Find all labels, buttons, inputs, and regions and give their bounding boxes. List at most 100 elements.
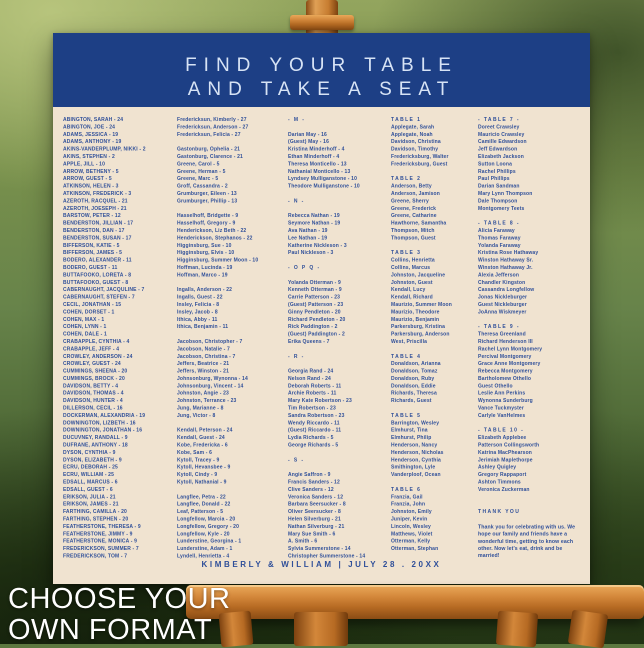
guest-entry: Ithica, Benjamin - 11 <box>177 324 229 330</box>
guest-entry: Maurizio, Summer Moon <box>391 301 452 308</box>
guest-entry: Greene, Catharine <box>391 213 437 219</box>
guest-entry: Anderson, Jamison <box>391 190 440 197</box>
guest-entry: Collins, Henrietta <box>391 257 435 264</box>
spacer <box>478 213 589 220</box>
guest-entry: Wendy Riccardo - 11 <box>288 420 340 426</box>
guest-entry: Patterson Collingsworth <box>478 442 540 449</box>
guest-entry: Mary Lynn Thompson <box>478 190 533 197</box>
guest-entry: Richards, Theresa <box>391 390 437 397</box>
guest-entry: Fredericksun, Kimberly - 27 <box>177 117 247 123</box>
guest-entry: Guest Nickleburger <box>478 301 527 308</box>
guest-entry: AKINS-VANDERPLUMP, NIKKI - 2 <box>63 146 146 153</box>
guest-entry: Vanderploof, Ocean <box>391 472 441 478</box>
spacer <box>288 346 389 353</box>
guest-entry: Jung, Marianne - 8 <box>177 405 224 412</box>
guest-entry: Ethan Minderhoff - 4 <box>288 153 340 160</box>
guest-entry: Gregory Rappaport <box>478 472 527 478</box>
guest-entry: FREDERICKSON, TOM - 7 <box>63 553 128 560</box>
thank-you-note: Thank you for celebrating with us. We ho… <box>478 524 576 559</box>
section-header: TABLE 1 <box>391 117 422 123</box>
guest-entry: Franzia, John <box>391 501 426 508</box>
guest-entry: Tim Robertson - 23 <box>288 405 336 412</box>
guest-entry: CROWLEY, ANDERSON - 24 <box>63 353 133 360</box>
guest-entry: Johnsonburg, Vincent - 14 <box>177 383 244 389</box>
guest-entry: Nathan Silverburg - 21 <box>288 523 345 530</box>
guest-entry: BENDERSTON, SUSAN - 17 <box>63 235 132 241</box>
guest-entry: Davidson, Timothy <box>391 146 439 153</box>
guest-entry: DOCKERMAN, ALEXANDRIA - 19 <box>63 412 146 419</box>
spacer <box>177 206 286 213</box>
guest-entry: Johnston, Terrance - 23 <box>177 398 237 404</box>
guest-entry: Hoffman, Marco - 19 <box>177 272 228 278</box>
guest-column-f-l: Fredericksun, Kimberly - 27 Fredericksun,… <box>177 117 286 561</box>
guest-entry: Jeffers, Winston - 21 <box>177 368 230 375</box>
couple-names-and-date: KIMBERLY & WILLIAM | JULY 28 . 20XX <box>201 560 442 569</box>
guest-entry: Alexia Jefferson <box>478 272 520 278</box>
guest-entry: AZEROTH, RACQUEL - 21 <box>63 198 128 204</box>
easel-right-leg <box>495 610 539 648</box>
guest-entry: Mauricio Crawsley <box>478 131 525 138</box>
guest-entry: Matthews, Violet <box>391 531 433 537</box>
guest-entry: BARSTOW, PETER - 12 <box>63 213 121 219</box>
section-header: - TABLE 10 - <box>478 427 525 434</box>
guest-entry: Cassandra Longfellow <box>478 287 535 293</box>
guest-entry: Jeff Edwardson <box>478 146 518 153</box>
guest-entry: Kytoll, Hevansbee - 9 <box>177 464 231 471</box>
guest-entry: Ingalls, Anderson - 22 <box>177 287 233 293</box>
guest-entry: BODERO, ALEXANDER - 11 <box>63 257 132 264</box>
guest-entry: ATKINSON, FREDERICK - 3 <box>63 190 132 197</box>
spacer <box>391 480 476 487</box>
guest-entry: Jung, Victor - 8 <box>177 412 216 419</box>
guest-entry: Paul Nickleson - 3 <box>288 250 334 256</box>
guest-entry: Lyndsey Mulliganstone - 10 <box>288 176 358 182</box>
guest-entry: Oliver Seersucker - 8 <box>288 509 341 515</box>
guest-entry: Ginny Pendleton - 20 <box>288 309 341 315</box>
spacer <box>288 258 389 265</box>
guest-entry: Darian Sandman <box>478 183 520 190</box>
guest-entry: DAVIDSON, THOMAS - 4 <box>63 390 124 397</box>
section-header: TABLE 6 <box>391 486 422 493</box>
guest-entry: Theodore Mulliganstone - 10 <box>288 183 360 190</box>
guest-entry: Jacobson, Christopher - 7 <box>177 338 243 345</box>
guest-entry: Maurizio, Theodore <box>391 309 440 315</box>
guest-entry: Georgia Rand - 24 <box>288 368 334 375</box>
guest-entry: Katherine Nickleson - 3 <box>288 242 347 249</box>
guest-entry: Donaldson, Ruby <box>391 375 435 382</box>
guest-entry: Sandra Robertson - 23 <box>288 412 345 419</box>
guest-entry: Elmhurst, Tina <box>391 427 428 434</box>
guest-entry: Maurizio, Benjamin <box>391 316 440 323</box>
guest-entry: Helen Silverburg - 21 <box>288 516 341 523</box>
guest-entry: Winston Hathaway Sr. <box>478 257 534 264</box>
guest-entry: Henderson, Cynthia <box>391 457 441 463</box>
spacer <box>391 243 476 250</box>
guest-entry: Applegate, Noah <box>391 131 433 138</box>
guest-entry: DYSON, ELIZABETH - 9 <box>63 457 122 463</box>
guest-entry: West, Priscilla <box>391 338 428 345</box>
guest-entry: Ithica, Abby - 11 <box>177 316 218 323</box>
guest-entry: Rachel Lynn Montgomery <box>478 346 543 352</box>
guest-entry: DOWNINGTON, LIZBETH - 16 <box>63 420 136 426</box>
table-list-1-6: TABLE 1 Applegate, Sarah Applegate, Noah Da… <box>391 117 476 554</box>
guest-entry: Rebecca Montgomery <box>478 368 533 375</box>
guest-entry: Fredericksun, Anderson - 27 <box>177 124 249 130</box>
guest-entry: Franzia, Gail <box>391 494 423 500</box>
spacer <box>177 420 286 427</box>
guest-entry: Otterman, Stephan <box>391 546 439 552</box>
guest-entry: ADAMS, ANTHONY - 19 <box>63 139 122 145</box>
guest-entry: Wynonna Sunderburg <box>478 398 533 404</box>
guest-list: ABINGTON, SARAH - 24 ABINGTON, JOE - 24 AD… <box>53 117 590 567</box>
guest-entry: ARROW, GUEST - 5 <box>63 176 112 182</box>
guest-entry: EDSALL, MARCUS - 6 <box>63 479 118 486</box>
guest-entry: Parkersburg, Kristina <box>391 324 446 330</box>
guest-entry: Lyndell, Henrietta - 4 <box>177 553 230 560</box>
section-header: TABLE 5 <box>391 412 422 419</box>
guest-entry: Collins, Marcus <box>391 264 431 271</box>
guest-entry: Nathanial Monticello - 13 <box>288 168 351 175</box>
guest-entry: (Guest) Patterson - 23 <box>288 301 344 308</box>
guest-column-a-f: ABINGTON, SARAH - 24 ABINGTON, JOE - 24 AD… <box>63 117 176 561</box>
guest-entry: Dale Thompson <box>478 198 518 204</box>
guest-entry: Christopher Summerstone - 14 <box>288 553 366 560</box>
guest-entry: CABERNAUGHT, STEFEN - 7 <box>63 294 135 301</box>
guest-entry: Fredericksun, Felicia - 27 <box>177 131 241 138</box>
guest-entry: FREDERICKSON, SUMMER - 7 <box>63 546 139 552</box>
